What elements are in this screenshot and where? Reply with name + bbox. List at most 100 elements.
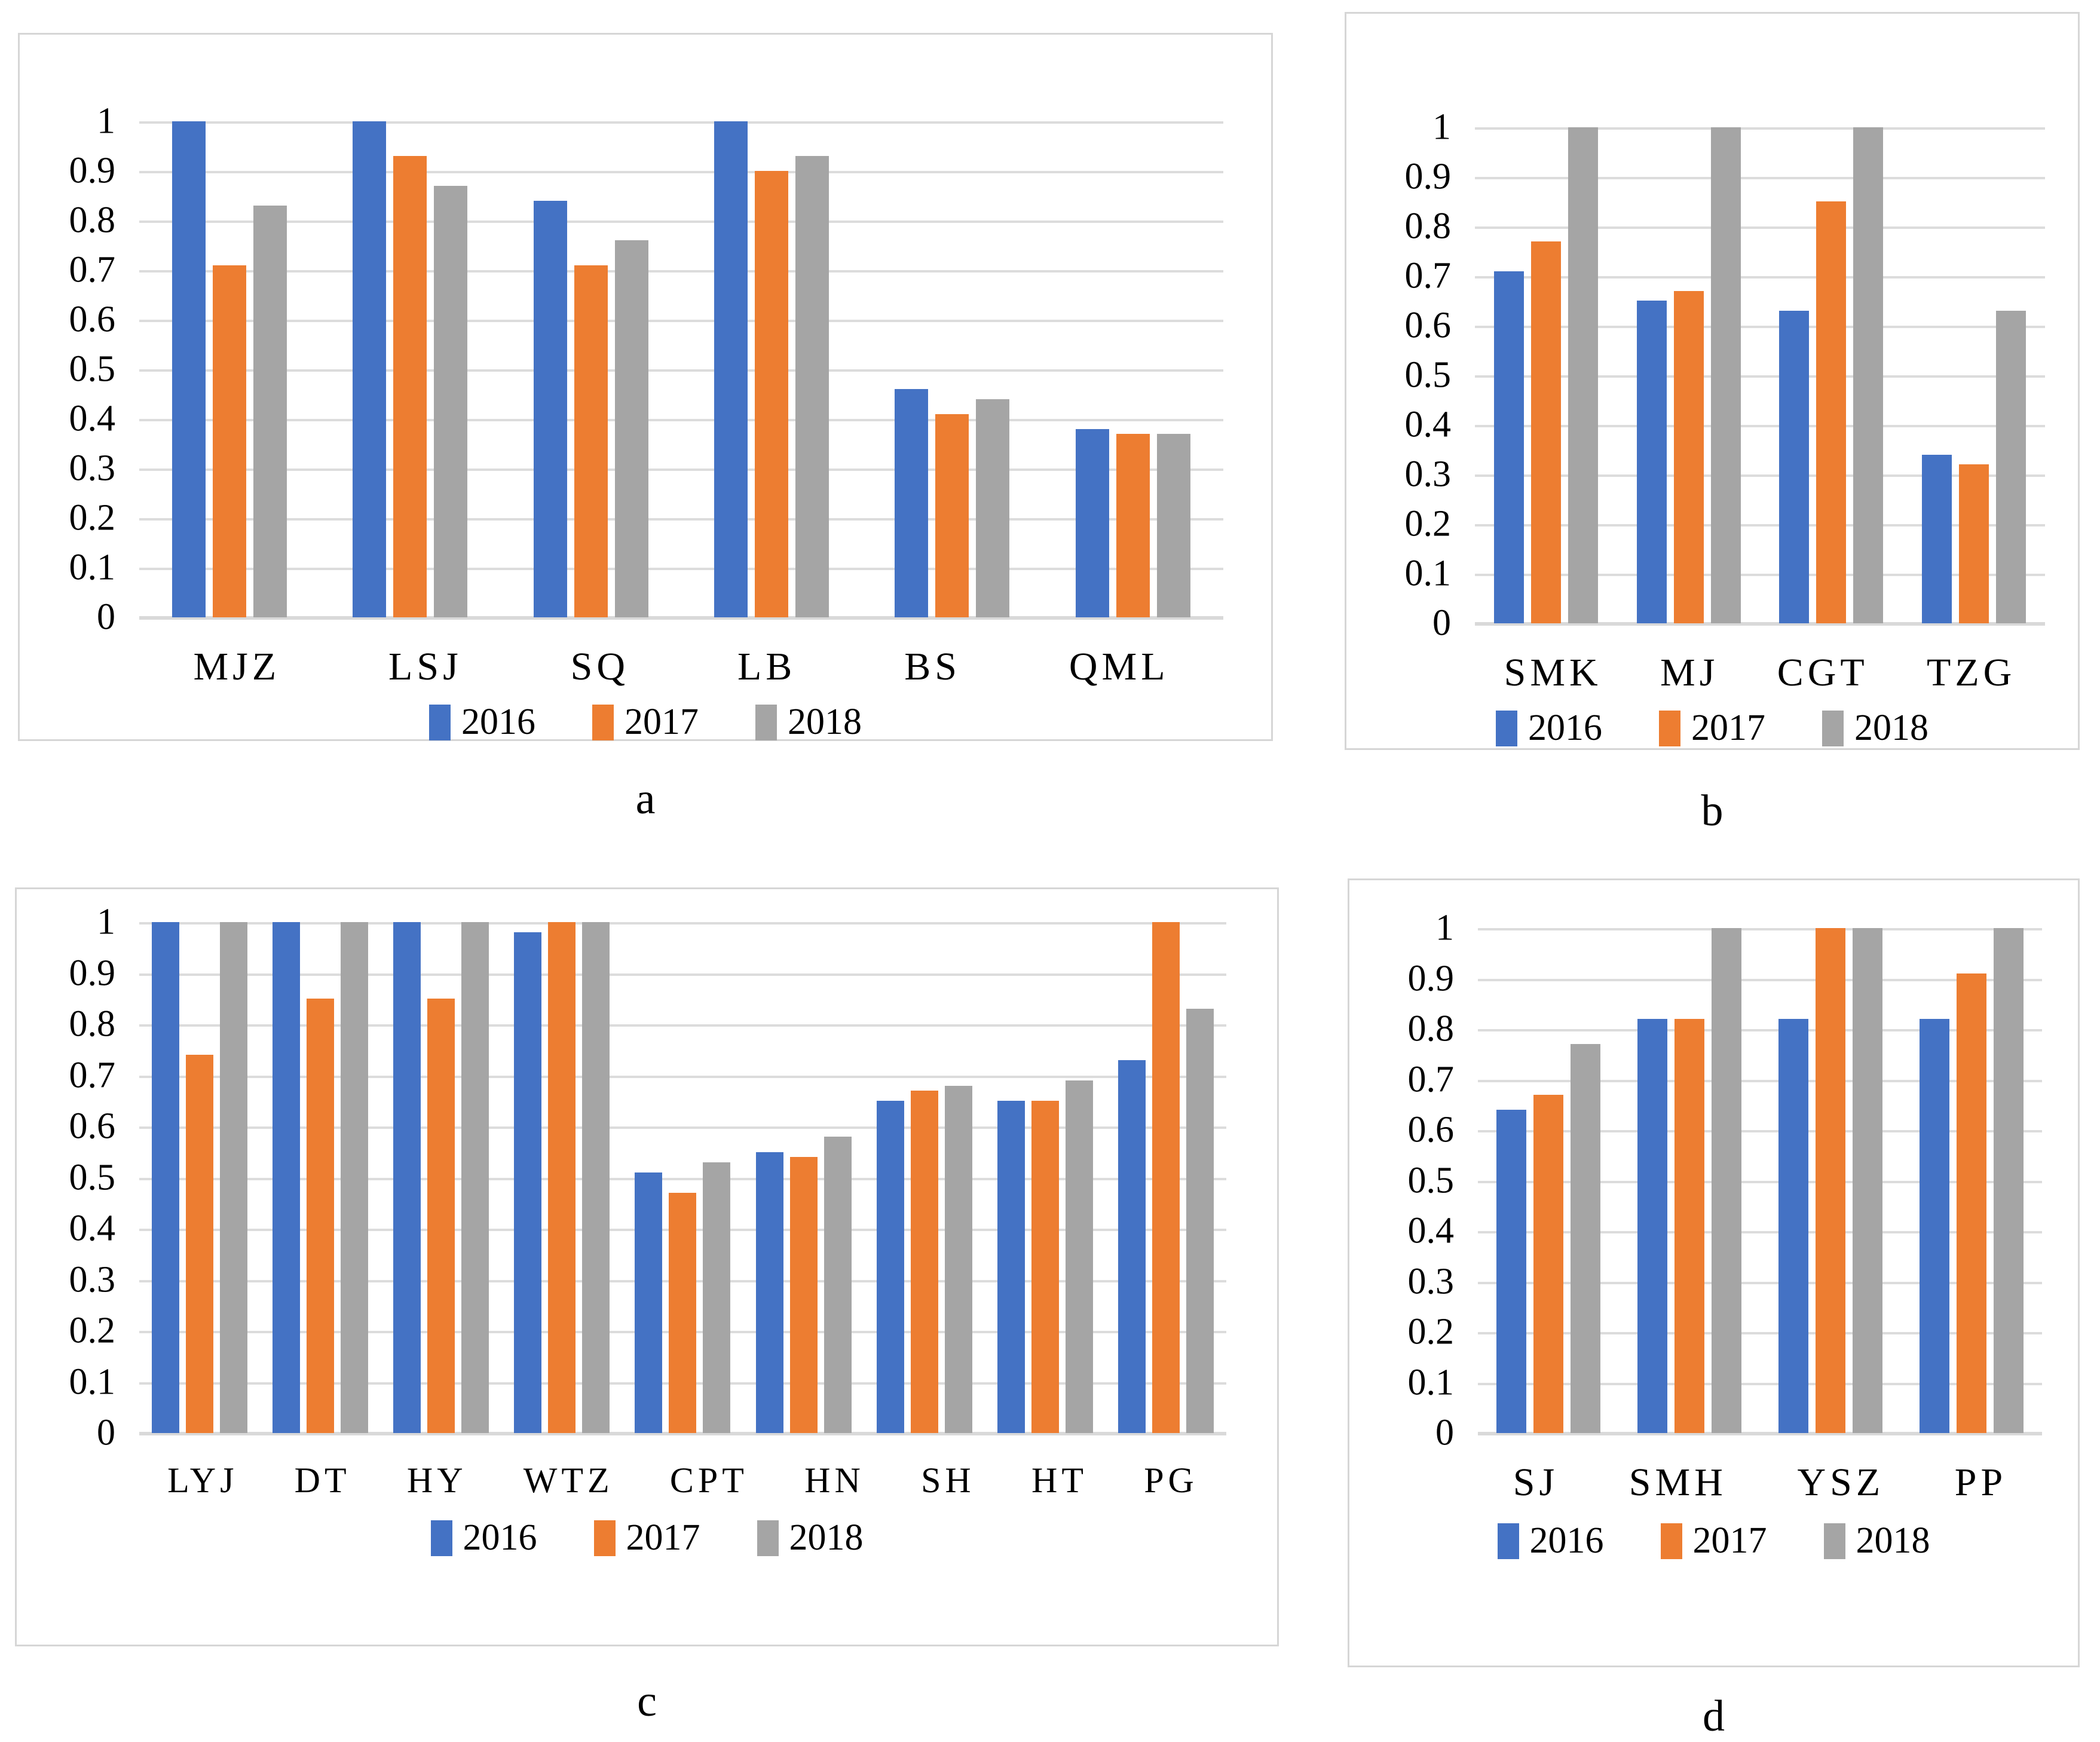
bar-c-CPT-2018 xyxy=(703,1162,731,1433)
y-tick-label-b-0.3: 0.3 xyxy=(1404,454,1452,495)
legend-swatch-icon-c-2016 xyxy=(430,1520,452,1556)
chart-panel-a: 1 0.9 0.8 0.7 0.6 0.5 0.4 0.3 0.2 0.1 0 MJZ LSJ SQ LB B… xyxy=(18,33,1273,743)
legend-c: 2016 2017 2018 xyxy=(17,1517,1277,1559)
legend-label-a-2018: 2018 xyxy=(788,702,862,742)
bar-group-c-WTZ xyxy=(514,922,610,1433)
legend-entry-b-2018: 2018 xyxy=(1822,707,1928,749)
gridline-a-0.4 xyxy=(139,419,1223,421)
bar-d-SMH-2017 xyxy=(1675,1019,1704,1433)
y-tick-label-c-0.2: 0.2 xyxy=(69,1310,116,1351)
y-tick-label-c-0.6: 0.6 xyxy=(69,1106,116,1147)
y-tick-label-a-0: 0 xyxy=(97,596,115,638)
bar-b-CGT-2018 xyxy=(1853,127,1884,623)
y-tick-label-d-1: 1 xyxy=(1435,907,1454,948)
legend-swatch-icon-b-2016 xyxy=(1496,710,1517,746)
x-label-d-SMH: SMH xyxy=(1628,1461,1727,1504)
y-tick-label-d-0.6: 0.6 xyxy=(1407,1109,1455,1150)
x-label-c-WTZ: WTZ xyxy=(523,1461,614,1500)
y-tick-label-a-0.5: 0.5 xyxy=(69,348,116,390)
bar-c-LYJ-2016 xyxy=(152,922,180,1433)
chart-panel-c-wrapper: 1 0.9 0.8 0.7 0.6 0.5 0.4 0.3 0.2 0.1 0 LYJ DT HY WTZ C… xyxy=(15,887,1279,1727)
legend-swatch-icon-a-2018 xyxy=(755,704,777,740)
bar-group-c-CPT xyxy=(635,922,731,1433)
y-tick-label-b-0.5: 0.5 xyxy=(1404,354,1452,396)
bar-group-c-DT xyxy=(273,922,369,1433)
gridline-d-1 xyxy=(1478,928,2042,930)
bar-c-HN-2016 xyxy=(755,1152,783,1433)
legend-swatch-icon-b-2018 xyxy=(1822,710,1844,746)
gridline-b-0.9 xyxy=(1475,177,2045,179)
gridline-a-0.7 xyxy=(139,270,1223,273)
chart-panel-b-wrapper: 1 0.9 0.8 0.7 0.6 0.5 0.4 0.3 0.2 0.1 0 SMK MJ CGT TZG… xyxy=(1345,12,2080,837)
x-label-c-HY: HY xyxy=(406,1461,467,1500)
x-label-b-TZG: TZG xyxy=(1927,651,2016,694)
legend-swatch-icon-a-2016 xyxy=(429,704,451,740)
x-label-a-SQ: SQ xyxy=(570,645,630,688)
y-tick-label-d-0.4: 0.4 xyxy=(1407,1210,1455,1251)
gridline-d-0.8 xyxy=(1478,1029,2042,1031)
gridline-b-0.7 xyxy=(1475,276,2045,278)
bar-d-PP-2017 xyxy=(1957,973,1986,1433)
legend-a: 2016 2017 2018 xyxy=(20,701,1271,743)
gridline-b-0.3 xyxy=(1475,474,2045,477)
gridline-b-0.6 xyxy=(1475,326,2045,328)
bar-a-SQ-2018 xyxy=(614,240,648,617)
gridline-a-0.8 xyxy=(139,221,1223,223)
gridline-c-0.9 xyxy=(139,973,1226,976)
bar-a-MJZ-2017 xyxy=(213,265,247,617)
bar-c-HT-2016 xyxy=(997,1101,1025,1433)
y-tick-label-a-0.8: 0.8 xyxy=(69,200,116,241)
legend-entry-c-2018: 2018 xyxy=(757,1517,864,1559)
bar-a-LSJ-2017 xyxy=(393,156,427,617)
chart-panel-a-wrapper: 1 0.9 0.8 0.7 0.6 0.5 0.4 0.3 0.2 0.1 0 MJZ LSJ SQ LB B… xyxy=(18,33,1273,825)
y-tick-label-c-0.7: 0.7 xyxy=(69,1055,116,1096)
gridline-b-0.8 xyxy=(1475,226,2045,229)
gridline-d-0.2 xyxy=(1478,1332,2042,1334)
gridline-b-0.2 xyxy=(1475,524,2045,526)
gridline-b-0.1 xyxy=(1475,574,2045,576)
x-axis-labels-b: SMK MJ CGT TZG xyxy=(1475,623,2045,707)
plot-area-c: 1 0.9 0.8 0.7 0.6 0.5 0.4 0.3 0.2 0.1 0 xyxy=(69,902,1226,1453)
bar-group-c-HT xyxy=(997,922,1093,1433)
bar-group-d-YSZ xyxy=(1778,928,1882,1433)
bar-a-SQ-2016 xyxy=(533,201,567,617)
legend-b: 2016 2017 2018 xyxy=(1346,707,2078,749)
y-tick-label-a-0.4: 0.4 xyxy=(69,398,116,439)
bar-d-PP-2016 xyxy=(1920,1019,1949,1433)
legend-swatch-icon-a-2017 xyxy=(592,704,614,740)
legend-label-b-2018: 2018 xyxy=(1854,708,1928,748)
plot-area-b: 1 0.9 0.8 0.7 0.6 0.5 0.4 0.3 0.2 0.1 0 xyxy=(1405,107,2045,644)
x-axis-line-d-0 xyxy=(1478,1432,2042,1435)
gridline-b-0.5 xyxy=(1475,375,2045,378)
bar-d-SJ-2017 xyxy=(1533,1095,1563,1433)
gridline-d-0.1 xyxy=(1478,1383,2042,1385)
bar-a-BS-2018 xyxy=(976,399,1010,617)
plot-area-d: 1 0.9 0.8 0.7 0.6 0.5 0.4 0.3 0.2 0.1 0 xyxy=(1408,908,2042,1453)
gridline-d-0.5 xyxy=(1478,1181,2042,1183)
bar-group-c-SH xyxy=(876,922,972,1433)
bar-c-HT-2018 xyxy=(1065,1080,1093,1433)
bar-a-LSJ-2018 xyxy=(434,186,468,617)
bar-d-SMH-2016 xyxy=(1637,1019,1667,1433)
x-axis-line-a-0 xyxy=(139,616,1223,620)
bar-a-QML-2016 xyxy=(1075,429,1109,617)
bar-c-CPT-2017 xyxy=(669,1193,697,1433)
bar-a-LB-2018 xyxy=(795,156,829,617)
bar-c-LYJ-2017 xyxy=(186,1055,214,1433)
x-axis-labels-d: SJ SMH YSZ PP xyxy=(1478,1433,2042,1520)
legend-entry-b-2017: 2017 xyxy=(1659,707,1765,749)
y-tick-label-b-0.8: 0.8 xyxy=(1404,206,1452,247)
bar-c-DT-2016 xyxy=(273,922,301,1433)
legend-entry-a-2018: 2018 xyxy=(755,701,862,743)
legend-swatch-icon-d-2017 xyxy=(1660,1523,1682,1559)
legend-swatch-icon-d-2016 xyxy=(1497,1523,1519,1559)
bar-c-HT-2017 xyxy=(1031,1101,1059,1433)
bar-group-b-SMK xyxy=(1494,127,1599,623)
gridline-a-0.6 xyxy=(139,320,1223,322)
gridline-a-0.9 xyxy=(139,171,1223,173)
chart-panel-d: 1 0.9 0.8 0.7 0.6 0.5 0.4 0.3 0.2 0.1 0 SJ SMH YSZ PP 2… xyxy=(1348,878,2080,1667)
x-label-b-SMK: SMK xyxy=(1504,651,1602,694)
plot-area-a: 1 0.9 0.8 0.7 0.6 0.5 0.4 0.3 0.2 0.1 0 xyxy=(69,101,1223,638)
y-tick-label-a-1: 1 xyxy=(97,100,115,142)
y-tick-label-c-1: 1 xyxy=(97,901,115,942)
